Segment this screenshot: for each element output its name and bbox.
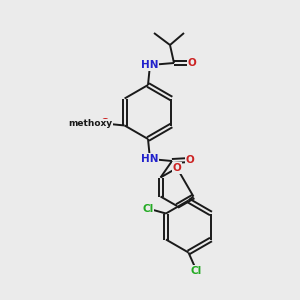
Text: O: O — [100, 118, 109, 128]
Text: Cl: Cl — [142, 203, 154, 214]
Text: Cl: Cl — [191, 266, 202, 275]
Text: O: O — [188, 58, 196, 68]
Text: HN: HN — [141, 154, 159, 164]
Text: HN: HN — [141, 60, 159, 70]
Text: O: O — [172, 163, 182, 173]
Text: O: O — [186, 155, 194, 165]
Text: methoxy: methoxy — [69, 119, 113, 128]
